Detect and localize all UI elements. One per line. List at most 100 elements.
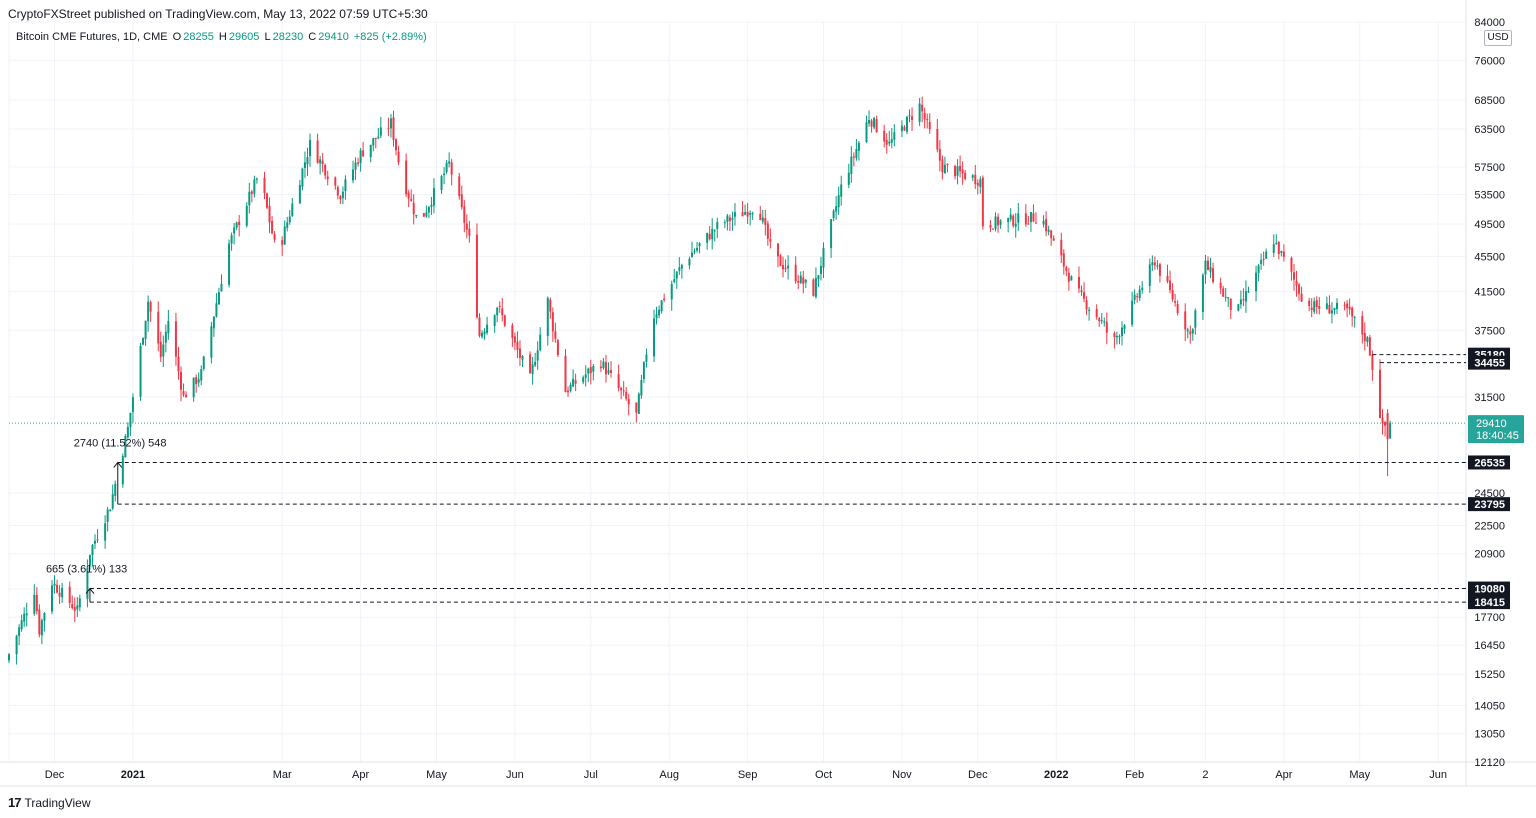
candle [56, 579, 59, 594]
candle [1333, 307, 1336, 315]
candle-body [1032, 213, 1035, 222]
candle [372, 137, 375, 152]
candle-body [1123, 325, 1126, 329]
candle-body [253, 179, 256, 194]
currency-button[interactable]: USD [1484, 30, 1512, 46]
candle-body [888, 141, 891, 144]
candle-body [76, 605, 79, 610]
candle [511, 322, 514, 347]
candle-body [776, 243, 779, 257]
candle-body [1363, 332, 1366, 342]
candle [142, 337, 145, 346]
candle [129, 412, 132, 437]
candle [943, 156, 946, 174]
candle [374, 137, 377, 149]
candle-body [1333, 307, 1336, 311]
candle-body [653, 318, 656, 357]
candle [587, 367, 590, 383]
candle [1247, 286, 1250, 294]
candle-body [56, 584, 59, 593]
candle-body [610, 370, 613, 373]
candle-body [91, 545, 94, 556]
high-label: H [218, 31, 227, 43]
candle [678, 257, 681, 275]
candle-body [430, 204, 433, 207]
candle [794, 256, 797, 284]
candle [144, 320, 147, 346]
candle-body [837, 195, 840, 208]
candle [1308, 297, 1311, 312]
candle [1310, 298, 1313, 318]
candle-body [106, 509, 109, 522]
candle-body [974, 174, 977, 185]
candle [690, 241, 693, 258]
candle-body [655, 314, 658, 319]
candle-body [1062, 253, 1065, 267]
price-tick-label: 13050 [1474, 729, 1505, 741]
time-tick-label: Dec [45, 769, 65, 781]
candle [751, 211, 754, 220]
candle-body [814, 278, 817, 297]
candle-body [271, 221, 274, 234]
candle [195, 374, 198, 393]
candle [443, 166, 446, 185]
candle [819, 256, 822, 281]
candle-body [941, 159, 944, 173]
candle-body [379, 127, 382, 136]
level-price-badge [1468, 581, 1510, 596]
tradingview-footer[interactable]: 17 TradingView [8, 795, 91, 810]
candle-body [68, 586, 71, 604]
candle-body [1191, 329, 1194, 334]
time-tick-label: Apr [352, 769, 369, 781]
candle-body [445, 162, 448, 173]
candle-body [607, 370, 610, 374]
candle-body [1335, 302, 1338, 310]
candle-body [1201, 274, 1204, 312]
candle-body [587, 368, 590, 374]
candle [425, 205, 428, 218]
candle-body [589, 367, 592, 374]
candle-body [321, 160, 324, 164]
candle [220, 274, 223, 292]
price-tick-label: 53500 [1474, 189, 1505, 201]
candle-body [670, 283, 673, 300]
candle-body [468, 228, 471, 236]
price-tick-label: 15250 [1474, 669, 1505, 681]
price-tick-label: 20900 [1474, 549, 1505, 561]
candle [1229, 298, 1232, 319]
candle [784, 259, 787, 273]
candle [868, 110, 871, 127]
candle-body [1206, 260, 1209, 271]
candle-body [938, 148, 941, 161]
close-value: 29410 [318, 31, 349, 43]
candle [653, 309, 656, 363]
candle [1133, 289, 1136, 305]
candle [602, 358, 605, 370]
candle [954, 164, 957, 180]
candle-body [1027, 223, 1030, 225]
candle-body [1176, 304, 1179, 313]
candle [405, 153, 408, 198]
candle [1171, 283, 1174, 302]
candle-body [1189, 331, 1192, 335]
grid-lines [9, 21, 1466, 763]
candle-body [642, 362, 645, 380]
candle-body [220, 283, 223, 292]
candle [344, 175, 347, 200]
candle-body [936, 128, 939, 150]
candle-body [483, 331, 486, 335]
candle [185, 391, 188, 398]
candle-body [1009, 214, 1012, 220]
candle-body [273, 233, 276, 240]
candle [1095, 304, 1098, 320]
candle-body [1371, 354, 1374, 370]
candle [642, 361, 645, 383]
candle [463, 200, 466, 233]
price-tick-label: 57500 [1474, 162, 1505, 174]
candle-body [534, 361, 537, 366]
candle [1368, 334, 1371, 357]
candle [997, 213, 1000, 233]
candle [157, 301, 160, 352]
candle [174, 312, 177, 366]
